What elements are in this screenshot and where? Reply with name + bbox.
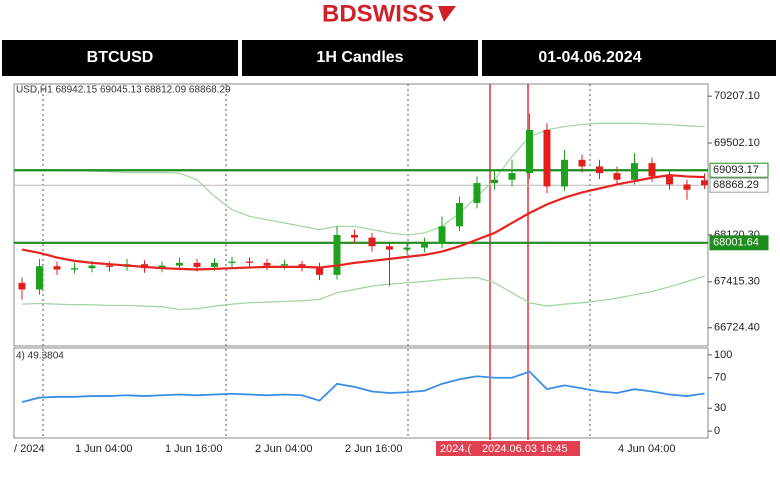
x-tick-label: 2 Jun 16:00 bbox=[345, 443, 403, 455]
candle-body bbox=[351, 234, 358, 238]
candle-body bbox=[36, 266, 43, 290]
candle-body bbox=[228, 261, 236, 263]
candle-body bbox=[386, 246, 393, 250]
candle-body bbox=[648, 163, 656, 177]
x-tick-label: 4 Jun 04:00 bbox=[618, 443, 676, 455]
candle-body bbox=[263, 262, 271, 266]
logo: BDSWISS bbox=[322, 0, 434, 27]
candle-body bbox=[333, 234, 341, 275]
x-tick-label: 2024.( bbox=[440, 443, 472, 455]
bollinger-band bbox=[21, 275, 705, 311]
candle-body bbox=[613, 173, 621, 180]
candle-body bbox=[631, 163, 638, 180]
candle-body bbox=[18, 282, 26, 290]
candle-body bbox=[421, 243, 428, 248]
event-lines bbox=[489, 84, 529, 440]
candle-body bbox=[438, 226, 446, 244]
candle-body bbox=[298, 264, 306, 267]
candle-body bbox=[701, 180, 708, 186]
candle-body bbox=[596, 166, 603, 174]
candle-body bbox=[683, 184, 691, 190]
candle-body bbox=[88, 265, 96, 269]
y-tick-label: 100 bbox=[714, 349, 732, 361]
candle-body bbox=[543, 129, 551, 187]
x-tick-label: 2024.06.03 16:45 bbox=[482, 443, 568, 455]
candle-body bbox=[526, 129, 533, 174]
level-label-box bbox=[709, 162, 769, 178]
candle-body bbox=[666, 176, 673, 185]
y-tick-label: 30 bbox=[714, 402, 726, 414]
candle-body bbox=[211, 262, 218, 267]
moving-average bbox=[21, 173, 705, 271]
candle-body bbox=[403, 247, 411, 250]
rsi-line bbox=[21, 370, 705, 404]
candle-body bbox=[53, 266, 61, 270]
time-highlight bbox=[436, 441, 580, 456]
ohlc-info: USD,H1 68942.15 69045.13 68812.09 68868.… bbox=[16, 85, 231, 96]
x-tick-label: / 2024 bbox=[14, 443, 45, 455]
symbol: BTCUSD bbox=[87, 49, 154, 66]
candle-body bbox=[508, 173, 516, 180]
level-label: 68001.64 bbox=[713, 237, 759, 249]
candle-body bbox=[246, 261, 253, 263]
logo-mark bbox=[438, 6, 456, 22]
bollinger-band bbox=[22, 122, 705, 236]
y-tick-label: 67415.30 bbox=[714, 276, 760, 288]
candle-body bbox=[281, 264, 288, 266]
candle-body bbox=[368, 237, 376, 247]
candle-body bbox=[561, 159, 568, 187]
time-gridlines bbox=[42, 84, 591, 438]
candle-body bbox=[578, 159, 586, 167]
candle-body bbox=[456, 203, 463, 227]
candle-body bbox=[176, 262, 183, 266]
last-price-box bbox=[709, 177, 769, 193]
x-tick-label: 2 Jun 04:00 bbox=[255, 443, 313, 455]
header-cell bbox=[482, 40, 776, 76]
rsi-title: 4) 49.3804 bbox=[16, 351, 64, 362]
level-label: 69093.17 bbox=[713, 164, 759, 176]
y-tick-label: 70 bbox=[714, 372, 726, 384]
plot-frame bbox=[13, 83, 709, 347]
x-tick-label: 1 Jun 04:00 bbox=[75, 443, 133, 455]
y-tick-label: 0 bbox=[714, 425, 720, 437]
y-tick-label: 70207.10 bbox=[714, 90, 760, 102]
level-label-box bbox=[709, 235, 769, 251]
candle-body bbox=[106, 265, 113, 267]
timeframe: 1H Candles bbox=[316, 49, 403, 66]
x-tick-label: 1 Jun 16:00 bbox=[165, 443, 223, 455]
candle-body bbox=[71, 268, 78, 270]
candle-body bbox=[491, 179, 498, 184]
candle-body bbox=[473, 183, 481, 204]
rsi-frame bbox=[13, 347, 709, 439]
header-cell bbox=[242, 40, 478, 76]
last-price-label: 68868.29 bbox=[713, 179, 759, 191]
y-tick-label: 69502.10 bbox=[714, 137, 760, 149]
candle-body bbox=[193, 262, 201, 267]
y-tick-label: 66724.40 bbox=[714, 322, 760, 334]
candle-body bbox=[316, 266, 323, 275]
candle-body bbox=[158, 265, 166, 269]
header-cell bbox=[2, 40, 238, 76]
dates: 01-04.06.2024 bbox=[538, 49, 641, 66]
